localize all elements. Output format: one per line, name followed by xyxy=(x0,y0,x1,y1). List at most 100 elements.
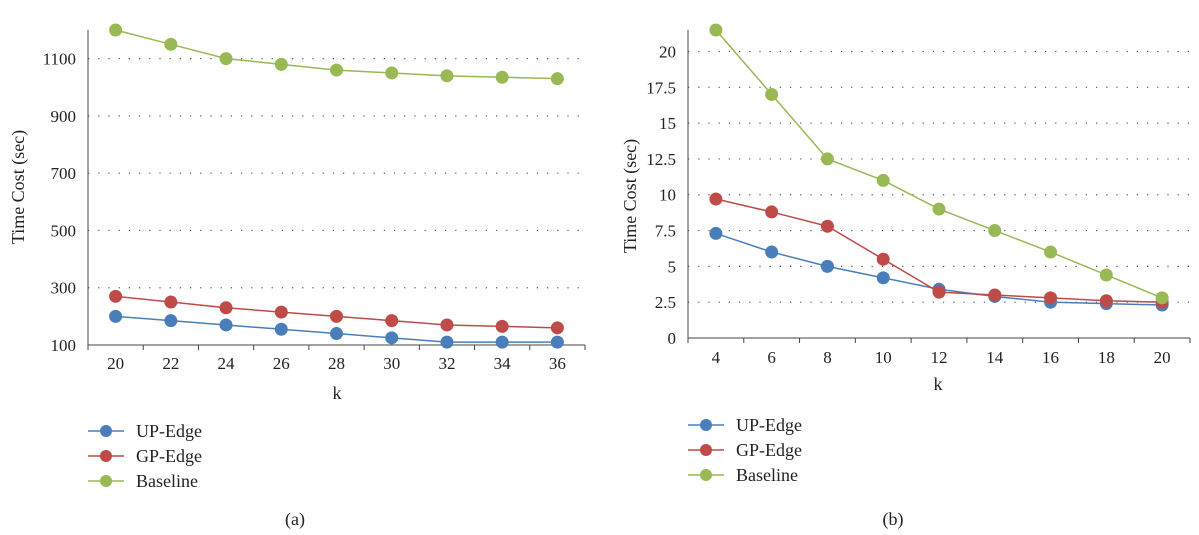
series-gp-edge xyxy=(109,289,564,335)
y-tick-label: 0 xyxy=(668,329,677,348)
y-tick-label: 700 xyxy=(51,164,77,183)
data-point xyxy=(765,245,779,259)
data-point xyxy=(440,335,454,349)
y-tick-label: 100 xyxy=(51,336,77,355)
data-point xyxy=(709,192,723,206)
y-tick-label: 1100 xyxy=(43,50,76,69)
data-point xyxy=(1099,268,1113,282)
x-tick-label: 4 xyxy=(712,348,721,367)
y-tick-label: 12.5 xyxy=(646,150,676,169)
grid-lines xyxy=(688,50,1190,303)
x-tick-label: 22 xyxy=(162,354,179,373)
series-line xyxy=(715,29,1163,299)
y-tick-labels: 100 300 500 700 900 1100 xyxy=(43,50,76,355)
legend-item: GP-Edge xyxy=(88,446,202,466)
series-group xyxy=(709,23,1169,312)
legend-label: GP-Edge xyxy=(136,446,202,466)
data-point xyxy=(1155,291,1169,305)
legend-item: UP-Edge xyxy=(688,415,802,435)
data-point xyxy=(876,271,890,285)
legend-item: Baseline xyxy=(88,471,198,491)
data-point xyxy=(219,52,233,66)
data-point xyxy=(876,252,890,266)
data-point xyxy=(274,322,288,336)
data-point xyxy=(385,331,399,345)
data-point xyxy=(219,301,233,315)
data-point xyxy=(820,219,834,233)
legend-item: UP-Edge xyxy=(88,421,202,441)
data-point xyxy=(932,202,946,216)
chart-a: 100 300 500 700 900 1100 20 22 24 26 28 30 32 34 36 T… xyxy=(8,23,586,530)
legend-item: GP-Edge xyxy=(688,440,802,460)
x-tick-label: 8 xyxy=(823,348,832,367)
data-point xyxy=(820,259,834,273)
x-tick-label: 20 xyxy=(1154,348,1171,367)
axis-lines xyxy=(687,30,1191,343)
series-gp-edge xyxy=(709,192,1169,309)
series-up-edge xyxy=(709,226,1169,312)
series-baseline xyxy=(709,23,1169,305)
x-tick-labels: 20 22 24 26 28 30 32 34 36 xyxy=(107,354,566,373)
data-point xyxy=(765,205,779,219)
chart-caption: (b) xyxy=(883,509,904,530)
data-point xyxy=(109,289,123,303)
data-point xyxy=(164,295,178,309)
x-tick-label: 30 xyxy=(383,354,400,373)
x-tick-label: 16 xyxy=(1042,348,1059,367)
legend-marker xyxy=(700,469,712,481)
data-point xyxy=(385,314,399,328)
data-point xyxy=(1044,291,1058,305)
data-point xyxy=(988,288,1002,302)
data-point xyxy=(164,37,178,51)
y-tick-label: 500 xyxy=(51,221,77,240)
data-point xyxy=(820,152,834,166)
legend: UP-Edge GP-Edge Baseline xyxy=(688,415,802,485)
data-point xyxy=(550,335,564,349)
legend-label: Baseline xyxy=(136,471,198,491)
data-point xyxy=(330,63,343,77)
data-point xyxy=(550,72,564,86)
x-tick-label: 36 xyxy=(549,354,566,373)
grid-lines xyxy=(88,58,585,289)
series-up-edge xyxy=(109,309,564,349)
x-axis-title: k xyxy=(934,374,943,394)
x-tick-label: 18 xyxy=(1098,348,1115,367)
legend-label: UP-Edge xyxy=(736,415,802,435)
y-tick-label: 300 xyxy=(51,279,77,298)
x-tick-label: 10 xyxy=(875,348,892,367)
y-tick-label: 5 xyxy=(668,257,677,276)
x-tick-label: 14 xyxy=(986,348,1004,367)
x-tick-label: 26 xyxy=(273,354,290,373)
data-point xyxy=(709,23,723,37)
data-point xyxy=(1099,294,1113,308)
series-baseline xyxy=(109,23,564,86)
y-tick-label: 2.5 xyxy=(655,293,676,312)
data-point xyxy=(495,319,509,333)
data-point xyxy=(876,173,890,187)
data-point xyxy=(109,23,123,37)
data-point xyxy=(274,305,288,319)
y-tick-labels: 0 2.5 5 7.5 10 12.5 15 17.5 20 xyxy=(646,42,676,348)
data-point xyxy=(550,321,564,335)
legend-marker xyxy=(700,444,712,456)
data-point xyxy=(988,224,1002,238)
data-point xyxy=(495,335,509,349)
legend: UP-Edge GP-Edge Baseline xyxy=(88,421,202,491)
legend-label: UP-Edge xyxy=(136,421,202,441)
legend-label: Baseline xyxy=(736,465,798,485)
legend-marker xyxy=(100,425,112,437)
legend-item: Baseline xyxy=(688,465,798,485)
data-point xyxy=(330,309,343,323)
data-point xyxy=(709,226,723,240)
x-tick-label: 24 xyxy=(218,354,236,373)
data-point xyxy=(495,70,509,84)
data-point xyxy=(385,66,399,80)
data-point xyxy=(274,57,288,71)
y-tick-label: 7.5 xyxy=(655,222,676,241)
data-point xyxy=(932,285,946,299)
chart-caption: (a) xyxy=(285,509,305,530)
data-point xyxy=(440,318,454,332)
y-tick-label: 15 xyxy=(659,114,676,133)
y-axis-title: Time Cost (sec) xyxy=(620,139,641,253)
data-point xyxy=(1044,245,1058,259)
